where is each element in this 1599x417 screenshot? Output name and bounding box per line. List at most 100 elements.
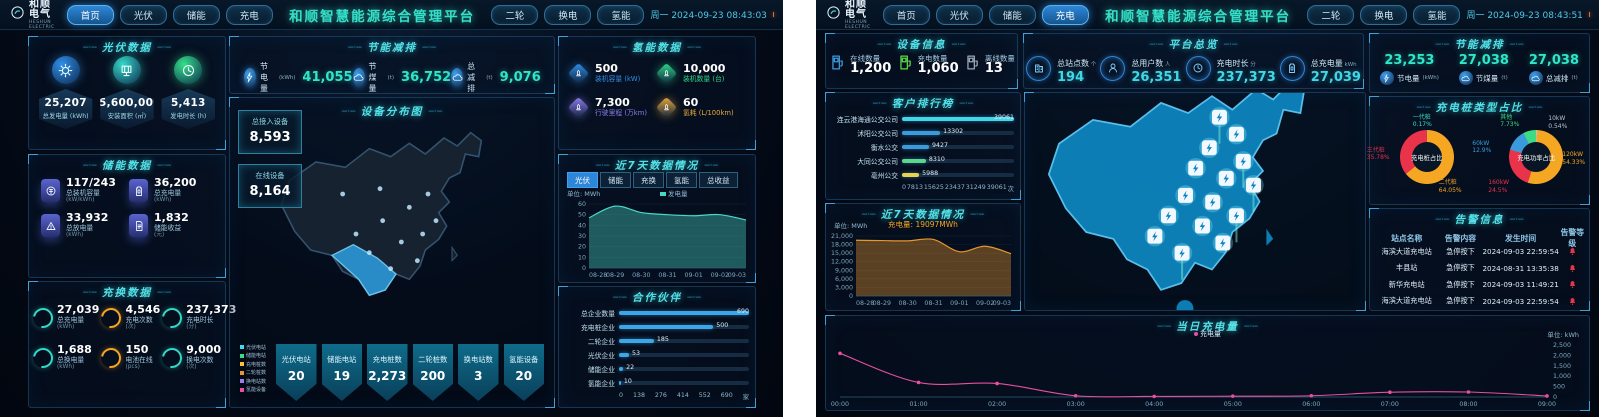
china-map[interactable] [1025,81,1365,318]
bar-track: 9427 [902,142,1014,150]
alarm-row[interactable]: 海滨大道充电站 急停按下 2024-09-03 22:59:54 [1374,293,1585,310]
bar-value: 5988 [922,170,939,178]
nav-button-2[interactable]: 储能 [988,4,1036,25]
device-stat-badge: 储能电站 19 [321,344,362,401]
nav-button-0[interactable]: 首页 [66,4,114,25]
alarm-row[interactable]: 海滨大道充电站 急停按下 2024-09-03 22:59:54 [1374,244,1585,261]
device-stat-badges: 光伏电站 20 储能电站 19 充电桩数 2,273 二轮桩数 200 换电站数 3 氢能设备 20 [276,344,544,401]
pile-type-donut: 充电桩占比 一代桩 0.17% 二代桩 64.05% 三代桩 35.78% [1367,114,1475,199]
charging-station-marker[interactable] [1185,157,1206,179]
nav-button-3[interactable]: 充电 [225,4,273,25]
chart-legend: 充电量 [826,329,1589,339]
bar-row: 光伏企业 53 [565,350,749,360]
charging-station-marker[interactable] [1233,151,1254,188]
donut-slice-label: 三代桩 35.78% [1367,147,1390,162]
bar [902,144,930,150]
progress-ring-icon [29,343,57,372]
charging-station-marker[interactable] [1243,174,1264,212]
nav-button-1[interactable]: 换电 [544,4,592,25]
bar-row: 总企业数量 690 [565,308,749,318]
nav-button-0[interactable]: 首页 [882,4,930,25]
stat-label: 氢耗 (L/100km) [683,109,734,117]
bar-row: 衡水公交 9427 [832,142,1014,152]
stat-label: 总充电量 [57,316,85,324]
charging-station-marker[interactable] [1199,137,1220,158]
panel-title: 储能数据 [29,158,225,173]
bar-value: 22 [626,364,635,372]
charging-station-marker[interactable] [1158,205,1179,226]
svg-text:09-03: 09-03 [728,272,746,279]
donut-slice-label: 60kW 12.9% [1472,140,1491,155]
donut-slice-label: 一代桩 0.17% [1413,114,1432,129]
alarm-cell: 2024-08-31 13:35:38 [1482,263,1559,273]
storage-data-panel: 储能数据 117/243总装机容量(kW/kWh)36,200总充电量(kWh)… [28,154,226,278]
charging-station-marker[interactable] [1175,185,1196,206]
datetime: 周一 2024-09-23 08:43:51 [1466,11,1583,21]
chart-tab-1[interactable]: 储能 [600,172,631,188]
stat-unit: (kW/kWh) [66,197,95,203]
charging-dashboard: 和顺电气 HESHUN ELECTRIC 首页 光伏 储能 充电 和顺智慧能源综合管理平… [816,0,1599,417]
stat-value: 26,351 [1131,70,1182,85]
badge-label: 光伏电站 [281,355,311,364]
hydrogen-stat-item: 60 氢耗 (L/100km) [655,96,743,118]
charging-station-marker[interactable] [1202,191,1223,213]
device-map-panel: 设备分布图 总接入设备 8,593 在线设备 8,164 光伏电站储能电站充电桩… [229,97,555,408]
charging-station-marker[interactable] [1226,205,1247,243]
stat-label: 充电次数 [125,316,153,324]
bar-label: 光伏企业 [587,352,615,360]
badge-value: 20 [515,369,533,383]
nav-group-left: 首页 光伏 储能 充电 [882,4,1089,25]
nav-button-1[interactable]: 换电 [1360,4,1408,25]
charging-station-marker[interactable] [1216,168,1237,189]
svg-text:10: 10 [578,254,586,261]
chart-tab-2[interactable]: 充换 [633,172,664,188]
bar [619,352,629,358]
alarm-row[interactable]: 新华充电站 急停按下 2024-09-03 11:49:21 [1374,277,1585,294]
slice-percent: 64.05% [1438,186,1462,194]
chart-tab-0[interactable]: 光伏 [567,172,598,188]
stat-label: 总换电量 [57,356,85,364]
hydrogen-stat-item: 10,000 装机数量 (台) [655,62,743,84]
stat-value: 237,373 [186,303,237,316]
charging-station-marker[interactable] [1171,242,1193,280]
nav-button-2[interactable]: 氢能 [1413,4,1461,25]
nav-button-0[interactable]: 二轮 [1307,4,1355,25]
stat-value: 194 [1057,70,1085,85]
chart-tab-4[interactable]: 总收益 [699,172,738,188]
pv-data-panel: 光伏数据 25,207 总发电量 (kWh) 5,600,000 安装面积 (㎡) 5,… [28,36,226,150]
nav-button-2[interactable]: 储能 [172,4,220,25]
legend-chip [240,345,244,349]
charging-station-marker[interactable] [1209,106,1230,144]
nav-button-0[interactable]: 二轮 [491,4,539,25]
chart-tabs: 光伏 储能 充换 氢能 总收益 [567,172,738,188]
home-dashboard: 和顺电气 HESHUN ELECTRIC 首页 光伏 储能 充电 和顺智慧能源综合管理平… [0,0,783,417]
svg-text:1,500: 1,500 [1553,363,1571,370]
bar-track: 690 [619,308,749,316]
alarm-row[interactable]: 丰县站 急停按下 2024-08-31 13:35:38 [1374,260,1585,277]
nav-button-3[interactable]: 充电 [1041,4,1089,25]
nav-button-1[interactable]: 光伏 [935,4,983,25]
bar-value: 10 [623,378,632,386]
stat-value: 1,688 [57,343,92,356]
nav-button-1[interactable]: 光伏 [119,4,167,25]
users-icon [1100,55,1126,81]
stat-value: 41,055 [302,70,353,85]
charging-station-marker[interactable] [1226,123,1247,145]
charging-station-marker[interactable] [1192,215,1213,237]
nav-button-2[interactable]: 氢能 [597,4,645,25]
rocket-icon [655,96,678,118]
daily-line-chart: 0 500 1,000 1,500 2,000 2,500 00:00 01:00 02:00 0… [830,339,1585,408]
bar-track: 39061 [902,114,1014,122]
bar-track: 185 [619,336,749,344]
axis-tick: 0 [902,184,907,191]
stat-value: 36,752 [401,70,452,85]
legend-item: 光伏电站 [240,344,266,351]
legend-chip [240,370,244,375]
charging-station-marker[interactable] [1144,225,1166,247]
legend-label: 换电站数 [246,378,267,385]
hex-tile: 25,207 总发电量 (kWh) [38,89,93,129]
chart-tab-3[interactable]: 氢能 [666,172,697,188]
bar-value: 13302 [943,128,964,136]
charging-station-marker[interactable] [1212,232,1234,254]
china-map[interactable] [252,114,540,338]
